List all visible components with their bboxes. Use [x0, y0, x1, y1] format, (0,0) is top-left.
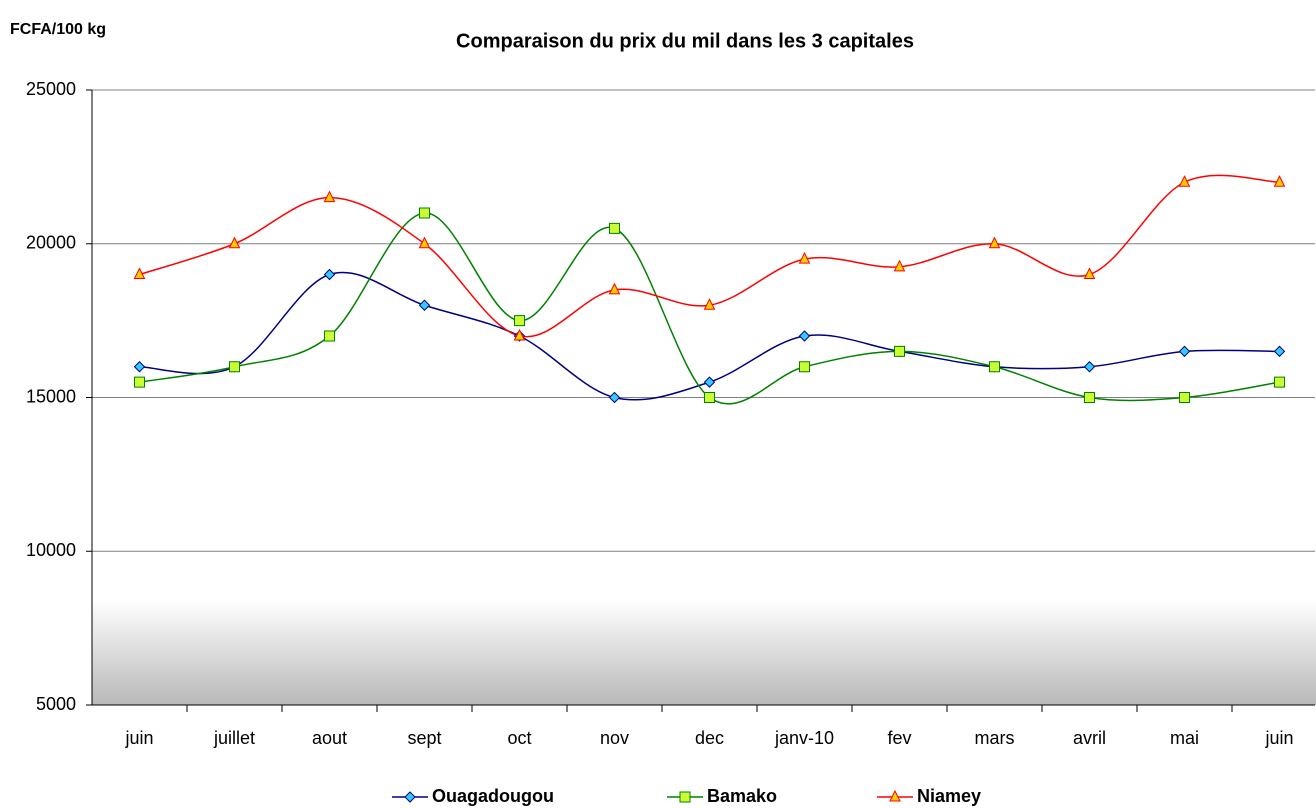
data-point — [229, 361, 240, 373]
legend-marker — [679, 791, 691, 803]
data-point — [1083, 267, 1096, 279]
y-tick-label: 15000 — [26, 386, 76, 406]
data-point — [1083, 361, 1096, 373]
x-tick-label: nov — [600, 728, 629, 748]
chart-title: Comparaison du prix du mil dans les 3 ca… — [456, 30, 914, 52]
legend-label: Niamey — [917, 786, 981, 806]
data-point — [323, 190, 336, 203]
data-point — [894, 345, 905, 357]
data-point — [798, 252, 811, 264]
data-point — [1273, 175, 1286, 187]
data-point — [799, 361, 810, 373]
data-point — [419, 207, 430, 219]
x-tick-label: dec — [695, 728, 724, 748]
data-point — [134, 376, 145, 388]
data-point — [133, 361, 146, 373]
data-point — [1084, 392, 1095, 403]
data-point — [1179, 392, 1190, 403]
x-tick-label: avril — [1073, 728, 1106, 748]
data-point — [798, 330, 811, 342]
x-tick-label: juillet — [213, 728, 255, 748]
data-point — [1178, 175, 1191, 187]
x-tick-label: sept — [407, 728, 441, 748]
data-point — [323, 268, 336, 281]
data-point — [703, 376, 716, 388]
data-point — [609, 222, 620, 234]
y-axis-label: FCFA/100 kg — [10, 21, 106, 38]
y-tick-label: 10000 — [26, 540, 76, 560]
data-point — [418, 236, 431, 249]
x-tick-label: mai — [1170, 728, 1199, 748]
series-line — [139, 174, 1280, 338]
data-point — [324, 330, 335, 342]
series-line — [139, 212, 1280, 405]
data-point — [418, 299, 431, 311]
data-point — [1178, 345, 1191, 358]
data-point — [608, 391, 621, 404]
data-point — [1274, 376, 1285, 388]
data-point — [513, 328, 526, 341]
x-tick-label: oct — [507, 728, 531, 748]
y-tick-label: 25000 — [26, 79, 76, 99]
x-tick-label: aout — [312, 728, 347, 748]
data-point — [514, 315, 525, 327]
legend-label: Bamako — [707, 786, 777, 806]
legend-label: Ouagadougou — [432, 786, 554, 806]
x-tick-label: juin — [124, 728, 153, 748]
legend-marker — [404, 791, 416, 803]
x-tick-label: juin — [1264, 728, 1293, 748]
x-tick-label: mars — [975, 728, 1015, 748]
data-point — [228, 236, 241, 249]
data-point — [989, 361, 1000, 373]
data-point — [608, 282, 621, 295]
x-tick-label: fev — [887, 728, 911, 748]
x-tick-label: janv-10 — [774, 728, 834, 748]
data-point — [893, 259, 906, 272]
y-tick-label: 5000 — [36, 694, 76, 714]
data-point — [988, 236, 1001, 249]
data-point — [704, 392, 715, 403]
data-point — [703, 298, 716, 310]
data-point — [133, 267, 146, 279]
data-point — [1273, 345, 1286, 358]
y-tick-label: 20000 — [26, 233, 76, 253]
plot-shade — [92, 600, 1316, 705]
legend-marker — [889, 789, 901, 802]
